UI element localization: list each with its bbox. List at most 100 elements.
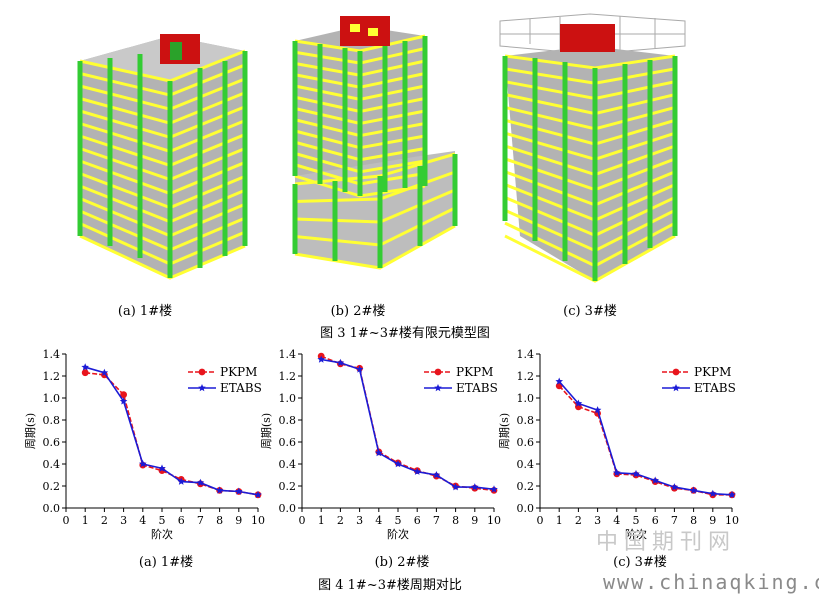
chart-2: 0 1 2 3 4 5 6 7 8 9 10 0.0 0.2 0.4 0.6 0.8 1.0 1.2 1.4 阶次 周期… (256, 348, 501, 550)
y-tick-label: 0.2 (43, 480, 61, 493)
watermark-cn: 中国期刊网 (596, 530, 737, 555)
x-tick-label: 0 (63, 514, 70, 527)
y-tick-label: 0.8 (43, 414, 61, 427)
data-point-etabs (593, 406, 602, 414)
data-point-etabs (374, 449, 383, 457)
data-point-etabs (708, 489, 717, 497)
legend-label: PKPM (694, 365, 731, 379)
x-tick-label: 9 (471, 514, 478, 527)
x-tick-label: 8 (452, 514, 459, 527)
y-tick-label: 0.8 (279, 414, 297, 427)
data-point-etabs (651, 476, 660, 484)
model-building-3-drawing (499, 13, 686, 283)
data-point-etabs (670, 483, 679, 491)
legend-marker (198, 384, 206, 392)
data-point-etabs (81, 363, 90, 371)
x-tick-label: 0 (299, 514, 306, 527)
legend-marker (672, 368, 680, 376)
y-tick-label: 0.6 (43, 436, 61, 449)
figure4-caption-c: (c) 3#楼 (613, 555, 667, 570)
x-tick-label: 1 (318, 514, 325, 527)
x-tick-label: 7 (433, 514, 440, 527)
data-point-etabs (413, 467, 422, 475)
model-building-1-drawing (77, 34, 248, 280)
figure4-caption-b: (b) 2#楼 (374, 555, 430, 570)
series-line-etabs (321, 358, 495, 491)
data-point-etabs (158, 464, 166, 472)
figure3-caption: 图 3 1#~3#楼有限元模型图 (320, 326, 490, 341)
y-tick-label: 0.4 (43, 458, 61, 471)
y-tick-label: 0.4 (279, 458, 297, 471)
legend-label: PKPM (220, 365, 257, 379)
x-tick-label: 4 (375, 514, 382, 527)
y-tick-label: 0.6 (517, 436, 535, 449)
chart-1: 0 1 2 3 4 5 6 7 8 9 10 0.0 0.2 0.4 0.6 0.8 1.0 1.2 1.4 阶次 周期… (20, 348, 265, 550)
data-point-etabs (728, 490, 736, 499)
x-tick-label: 8 (690, 514, 697, 527)
data-point-etabs (555, 377, 564, 385)
x-tick-label: 0 (537, 514, 544, 527)
data-point-etabs (177, 477, 186, 485)
figure3-caption-b: (b) 2#楼 (330, 304, 386, 319)
model-building-1 (70, 6, 310, 286)
legend-label: ETABS (694, 381, 736, 395)
y-tick-label: 0.2 (279, 480, 297, 493)
series-line-etabs (558, 380, 733, 496)
figure3-caption-c: (c) 3#楼 (563, 304, 617, 319)
x-tick-label: 5 (633, 514, 640, 527)
x-tick-label: 10 (725, 514, 739, 527)
y-axis-label: 周期(s) (24, 413, 37, 449)
chart-2-svg: 0 1 2 3 4 5 6 7 8 9 10 0.0 0.2 0.4 0.6 0.8 1.0 1.2 1.4 阶次 周期… (260, 348, 501, 541)
x-tick-label: 9 (709, 514, 716, 527)
data-point-etabs (336, 358, 345, 367)
data-point-etabs (394, 460, 402, 468)
legend-label: PKPM (456, 365, 493, 379)
legend-label: ETABS (220, 381, 262, 395)
y-tick-label: 0.0 (517, 502, 535, 515)
x-tick-label: 1 (556, 514, 563, 527)
y-tick-label: 1.4 (517, 348, 535, 361)
data-point-etabs (355, 365, 364, 373)
data-point-etabs (470, 483, 479, 491)
x-tick-label: 5 (159, 514, 166, 527)
data-point-etabs (574, 399, 583, 407)
data-point-etabs (612, 468, 621, 477)
x-tick-label: 2 (101, 514, 108, 527)
y-axis-label: 周期(s) (260, 413, 273, 449)
x-tick-label: 1 (82, 514, 89, 527)
y-tick-label: 0.0 (279, 502, 297, 515)
figure3-caption-a: (a) 1#楼 (117, 304, 173, 319)
chart-3-svg: 0 1 2 3 4 5 6 7 8 9 10 0.0 0.2 0.4 0.6 0.8 1.0 1.2 1.4 阶次 周期… (498, 348, 739, 541)
x-axis-label: 阶次 (625, 527, 647, 541)
legend-marker (434, 384, 442, 392)
figure4-caption: 图 4 1#~3#楼周期对比 (318, 578, 462, 593)
x-axis-label: 阶次 (151, 527, 173, 541)
data-point-etabs (689, 486, 698, 494)
data-point-etabs (432, 471, 441, 479)
y-tick-label: 0.0 (43, 502, 61, 515)
x-tick-label: 4 (139, 514, 146, 527)
legend-marker (672, 384, 680, 392)
data-point-etabs (490, 485, 498, 493)
series-line-etabs (84, 366, 259, 496)
data-point-etabs (138, 460, 147, 468)
watermark-url: www.chinaqking.com (603, 570, 819, 594)
y-tick-label: 1.0 (517, 392, 535, 405)
x-tick-label: 6 (652, 514, 659, 527)
x-tick-label: 3 (594, 514, 601, 527)
y-tick-label: 1.2 (279, 370, 297, 383)
legend-marker (434, 368, 442, 376)
x-tick-label: 5 (395, 514, 402, 527)
x-tick-label: 4 (613, 514, 620, 527)
x-tick-label: 2 (575, 514, 582, 527)
data-point-pkpm (120, 391, 127, 399)
y-axis-label: 周期(s) (498, 413, 511, 449)
model-building-2-drawing (292, 16, 458, 270)
y-tick-label: 1.0 (43, 392, 61, 405)
x-tick-label: 7 (197, 514, 204, 527)
y-tick-label: 0.2 (517, 480, 535, 493)
figure4-caption-a: (a) 1#楼 (138, 555, 194, 570)
chart-3: 0 1 2 3 4 5 6 7 8 9 10 0.0 0.2 0.4 0.6 0.8 1.0 1.2 1.4 阶次 周期… (494, 348, 739, 550)
x-tick-label: 3 (356, 514, 363, 527)
data-point-etabs (632, 469, 640, 478)
